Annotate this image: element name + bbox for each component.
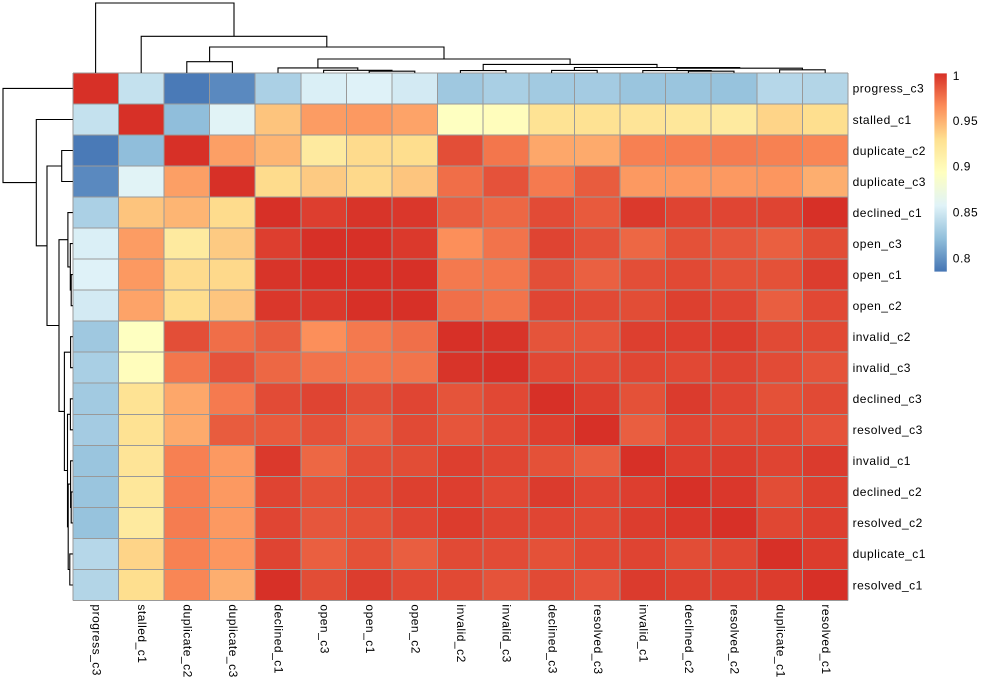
svg-text:declined_c2: declined_c2 [682, 604, 696, 674]
svg-text:stalled_c1: stalled_c1 [853, 113, 912, 127]
svg-text:duplicate_c3: duplicate_c3 [853, 175, 926, 189]
svg-text:1: 1 [953, 69, 960, 83]
svg-text:open_c1: open_c1 [853, 268, 903, 282]
svg-text:declined_c1: declined_c1 [272, 604, 286, 674]
svg-text:invalid_c2: invalid_c2 [853, 330, 911, 344]
svg-text:invalid_c2: invalid_c2 [454, 604, 468, 662]
svg-text:duplicate_c1: duplicate_c1 [853, 547, 926, 561]
svg-text:declined_c1: declined_c1 [853, 206, 923, 220]
svg-text:resolved_c2: resolved_c2 [728, 604, 742, 674]
svg-text:open_c2: open_c2 [853, 299, 903, 313]
svg-text:invalid_c3: invalid_c3 [853, 361, 911, 375]
svg-text:open_c1: open_c1 [363, 604, 377, 654]
svg-text:resolved_c3: resolved_c3 [853, 423, 923, 437]
svg-text:progress_c3: progress_c3 [853, 82, 925, 96]
svg-text:0.85: 0.85 [953, 206, 978, 220]
svg-text:declined_c3: declined_c3 [853, 392, 923, 406]
svg-text:declined_c2: declined_c2 [853, 485, 923, 499]
svg-text:invalid_c1: invalid_c1 [637, 604, 651, 662]
svg-text:duplicate_c2: duplicate_c2 [181, 604, 195, 677]
svg-text:resolved_c2: resolved_c2 [853, 516, 923, 530]
svg-text:0.9: 0.9 [953, 160, 971, 174]
svg-text:invalid_c1: invalid_c1 [853, 454, 911, 468]
svg-text:invalid_c3: invalid_c3 [500, 604, 514, 662]
svg-text:0.8: 0.8 [953, 252, 971, 266]
svg-text:stalled_c1: stalled_c1 [135, 604, 149, 663]
svg-text:open_c3: open_c3 [853, 237, 903, 251]
svg-text:resolved_c3: resolved_c3 [591, 604, 605, 674]
svg-text:open_c3: open_c3 [317, 604, 331, 654]
svg-text:duplicate_c3: duplicate_c3 [226, 604, 240, 677]
svg-text:resolved_c1: resolved_c1 [853, 578, 923, 592]
svg-text:open_c2: open_c2 [409, 604, 423, 654]
svg-text:0.95: 0.95 [953, 114, 978, 128]
svg-text:progress_c3: progress_c3 [89, 604, 103, 676]
svg-text:duplicate_c2: duplicate_c2 [853, 144, 926, 158]
svg-text:declined_c3: declined_c3 [545, 604, 559, 674]
svg-text:resolved_c1: resolved_c1 [819, 604, 833, 674]
svg-text:duplicate_c1: duplicate_c1 [773, 604, 787, 677]
